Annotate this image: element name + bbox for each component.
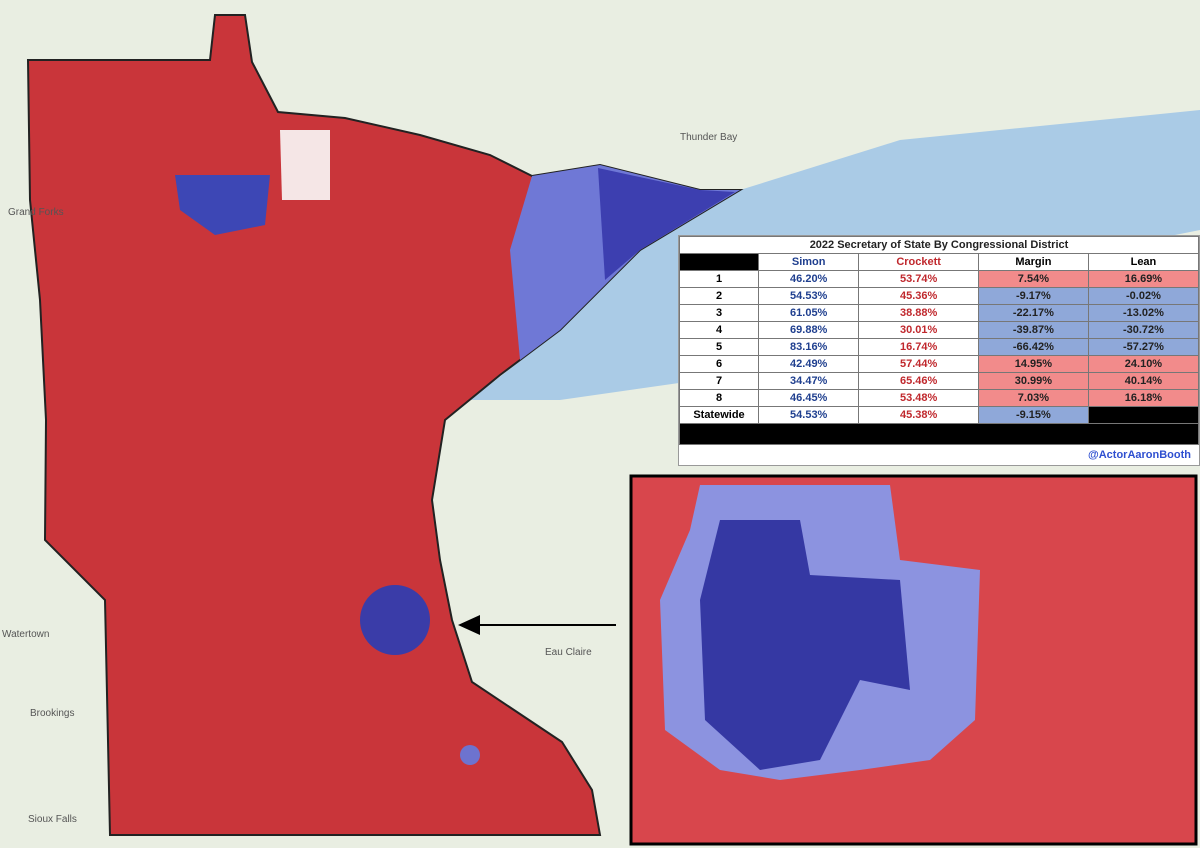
header-cell: Simon	[757, 253, 860, 271]
twin-cities	[360, 585, 430, 655]
header-cell: Crockett	[858, 253, 979, 271]
table-cell: -39.87%	[977, 321, 1089, 339]
table-cell: 69.88%	[757, 321, 860, 339]
table-cell: 53.74%	[858, 270, 979, 288]
cook-county	[598, 168, 735, 280]
place-label: Sioux Falls	[28, 814, 77, 825]
table-cell: 30.01%	[858, 321, 979, 339]
table-cell: 57.44%	[858, 355, 979, 373]
data-row: Statewide 54.53% 45.38% -9.15%	[679, 406, 1200, 424]
table-cell: 42.49%	[757, 355, 860, 373]
table-cell: 14.95%	[977, 355, 1089, 373]
credit: @ActorAaronBooth	[1088, 449, 1191, 461]
table-cell: 46.45%	[757, 389, 860, 407]
table-cell: -9.15%	[977, 406, 1089, 424]
table-cell: 16.69%	[1087, 270, 1200, 288]
table-cell: 45.36%	[858, 287, 979, 305]
header-cell: Margin	[977, 253, 1089, 271]
table-cell: 3	[679, 304, 759, 322]
table-cell: 61.05%	[757, 304, 860, 322]
place-label: Thunder Bay	[680, 132, 737, 143]
table-cell: 83.16%	[757, 338, 860, 356]
table-cell: 2	[679, 287, 759, 305]
table-cell: 40.14%	[1087, 372, 1200, 390]
table-cell: 46.20%	[757, 270, 860, 288]
data-row: 3 61.05% 38.88% -22.17% -13.02%	[679, 304, 1200, 322]
table-cell: -66.42%	[977, 338, 1089, 356]
data-row: 4 69.88% 30.01% -39.87% -30.72%	[679, 321, 1200, 339]
lake-area	[280, 130, 330, 200]
red-lake	[175, 175, 270, 235]
place-label: Eau Claire	[545, 647, 592, 658]
data-row: 5 83.16% 16.74% -66.42% -57.27%	[679, 338, 1200, 356]
place-label: Grand Forks	[8, 207, 64, 218]
place-label: Watertown	[2, 629, 49, 640]
table-cell: Statewide	[679, 406, 759, 424]
header-row: Simon Crockett Margin Lean	[679, 253, 1200, 271]
table-title: 2022 Secretary of State By Congressional…	[679, 236, 1199, 254]
table-cell: 53.48%	[858, 389, 979, 407]
header-cell: Lean	[1087, 253, 1200, 271]
table-cell: 4	[679, 321, 759, 339]
table-cell: -9.17%	[977, 287, 1089, 305]
data-row: 1 46.20% 53.74% 7.54% 16.69%	[679, 270, 1200, 288]
table-cell: -30.72%	[1087, 321, 1200, 339]
table-cell: 54.53%	[757, 287, 860, 305]
table-cell: 7.03%	[977, 389, 1089, 407]
header-blank	[679, 253, 759, 271]
results-table: 2022 Secretary of State By Congressional…	[678, 235, 1200, 466]
place-label: Brookings	[30, 708, 74, 719]
table-body: 2022 Secretary of State By Congressional…	[679, 236, 1200, 445]
data-row: 7 34.47% 65.46% 30.99% 40.14%	[679, 372, 1200, 390]
inset-metro-core	[700, 520, 910, 770]
footer-bar	[679, 423, 1199, 445]
table-cell: 38.88%	[858, 304, 979, 322]
arrow-head	[458, 615, 480, 635]
table-cell: 16.18%	[1087, 389, 1200, 407]
table: 2022 Secretary of State By Congressional…	[679, 236, 1200, 445]
table-cell: 8	[679, 389, 759, 407]
table-cell: 6	[679, 355, 759, 373]
table-cell: 54.53%	[757, 406, 860, 424]
table-cell: 45.38%	[858, 406, 979, 424]
table-cell: 34.47%	[757, 372, 860, 390]
title-row: 2022 Secretary of State By Congressional…	[679, 236, 1199, 254]
table-cell: 65.46%	[858, 372, 979, 390]
table-cell: -57.27%	[1087, 338, 1200, 356]
table-cell: 16.74%	[858, 338, 979, 356]
table-cell: 7	[679, 372, 759, 390]
table-cell: 24.10%	[1087, 355, 1200, 373]
table-cell: 5	[679, 338, 759, 356]
rochester	[460, 745, 480, 765]
table-cell: 1	[679, 270, 759, 288]
data-row: 8 46.45% 53.48% 7.03% 16.18%	[679, 389, 1200, 407]
table-cell: -0.02%	[1087, 287, 1200, 305]
footer-row	[679, 423, 1199, 445]
table-cell: -22.17%	[977, 304, 1089, 322]
data-row: 6 42.49% 57.44% 14.95% 24.10%	[679, 355, 1200, 373]
data-row: 2 54.53% 45.36% -9.17% -0.02%	[679, 287, 1200, 305]
blank-cell	[1087, 406, 1200, 424]
table-cell: -13.02%	[1087, 304, 1200, 322]
table-cell: 7.54%	[977, 270, 1089, 288]
table-cell: 30.99%	[977, 372, 1089, 390]
